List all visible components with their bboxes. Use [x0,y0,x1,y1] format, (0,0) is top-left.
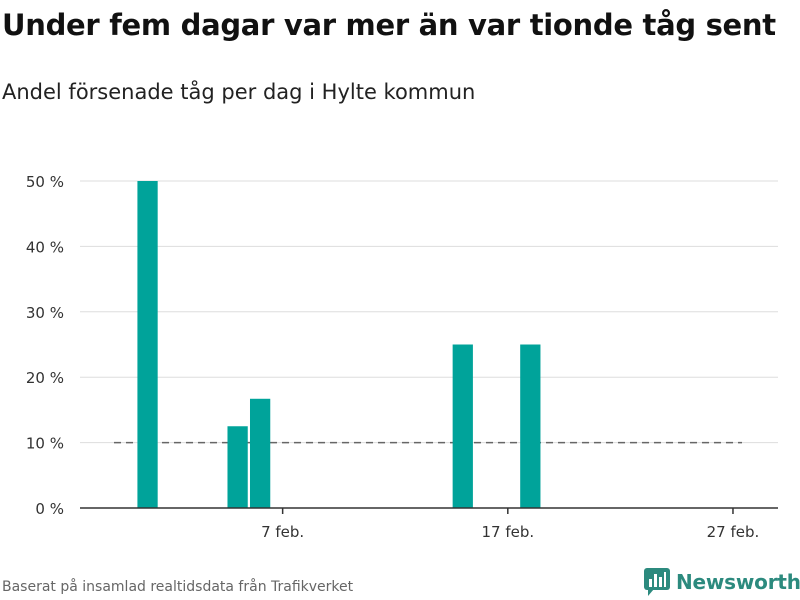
x-tick-label: 17 feb. [481,523,534,541]
chart-title: Under fem dagar var mer än var tionde tå… [2,8,776,42]
axes: 0 % 10 % 20 % 30 % 40 % 50 % 7 feb. 17 feb. 27 f… [26,173,778,541]
bar [227,426,248,508]
bar [137,181,158,508]
brand-name: Newsworthy [676,570,800,594]
chart-subtitle: Andel försenade tåg per dag i Hylte komm… [2,80,476,104]
grid-lines [80,180,778,444]
x-tick-label: 7 feb. [261,523,304,541]
y-tick-label: 40 % [26,238,64,256]
y-tick-label: 10 % [26,435,64,453]
bar [452,344,473,508]
brand-logo: Newsworthy [644,568,800,596]
y-tick-label: 30 % [26,304,64,322]
bar-chart-logo-icon [644,568,670,596]
x-tick-label: 27 feb. [707,523,760,541]
bars [137,181,541,508]
y-tick-label: 20 % [26,369,64,387]
bar [520,344,541,508]
source-note: Baserat på insamlad realtidsdata från Tr… [2,579,354,595]
bar [249,398,271,508]
y-tick-label: 50 % [26,173,64,191]
y-tick-label: 0 % [35,500,64,518]
